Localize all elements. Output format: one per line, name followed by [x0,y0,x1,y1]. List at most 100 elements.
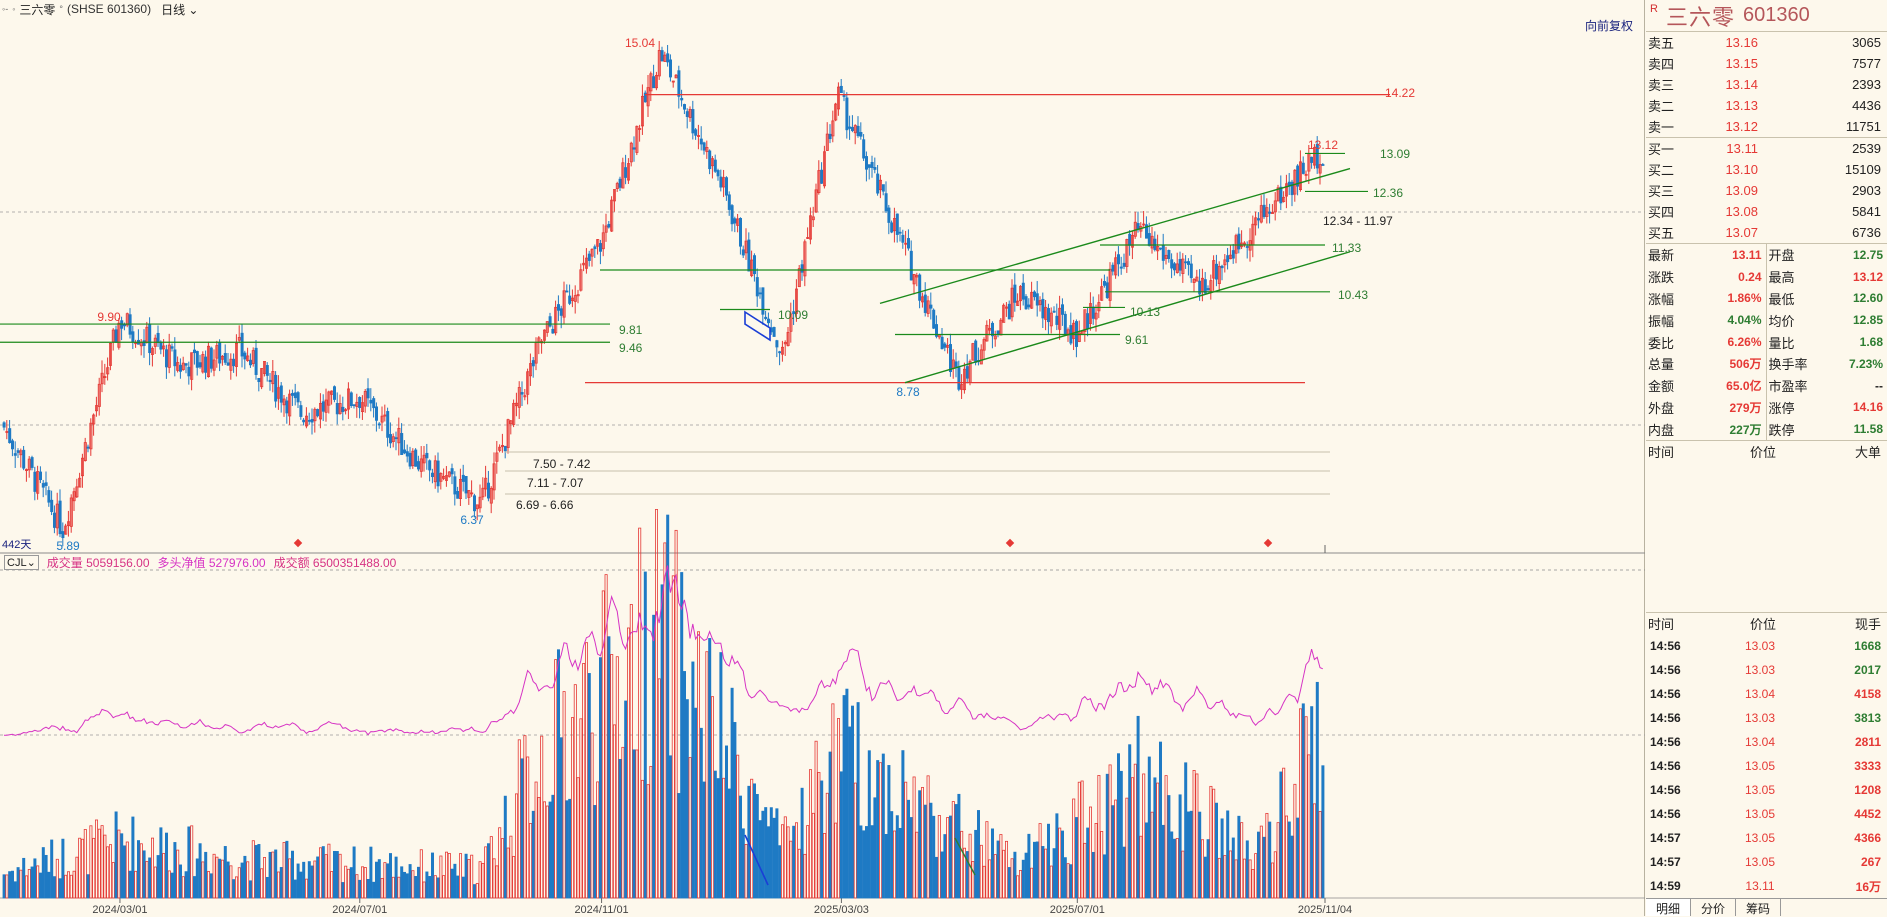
candle-body [1311,157,1313,162]
volume-bar [879,763,881,898]
volume-bar [1176,838,1178,898]
candle-body [451,469,453,474]
tick-volume: 2811 [1800,735,1881,749]
candle-body [205,357,207,372]
tick-time: 14:56 [1650,759,1720,773]
candle-body [958,368,960,390]
chevron-down-icon: ⌄ [185,3,198,17]
volume-bar [753,784,755,898]
volume-bar [529,823,531,898]
volume-bar [177,850,179,898]
volume-bar [65,875,67,898]
volume-bar [1241,823,1243,898]
tab-0[interactable]: 明细 [1646,899,1691,916]
volume-bar [294,880,296,898]
volume-bar [910,817,912,898]
candle-body [731,206,733,224]
volume-bar [851,706,853,898]
volume-bar [101,826,103,898]
volume-bar [277,872,279,898]
pin-dot-icon[interactable]: ◦ [12,4,15,14]
stat-value: 65.0亿 [1688,377,1762,394]
price-adjust-button[interactable]: 向前复权 [1582,16,1636,35]
tab-1[interactable]: 分价 [1691,899,1736,916]
tab-2[interactable]: 筹码 [1736,899,1781,916]
stat-label: 开盘 [1769,245,1817,264]
volume-bar [1137,716,1139,898]
volume-bar [583,663,585,898]
volume-bar [515,794,517,898]
volume-bar [1134,764,1136,898]
volume-bar [521,759,523,898]
candle-body [933,310,935,328]
volume-bar [356,875,358,898]
tick-time: 14:56 [1650,663,1720,677]
volume-bar [1028,834,1030,898]
indicator-selector[interactable]: CJL⌄ [4,555,39,570]
tick-price: 13.05 [1720,831,1800,845]
volume-bar [1187,812,1189,898]
volume-bar [697,632,699,898]
price-label: 5.89 [56,539,80,553]
candle-body [431,473,433,476]
volume-bar [989,860,991,898]
volume-bar [602,591,604,898]
volume-bar [185,872,187,898]
volume-bar [1014,852,1016,898]
volume-bar [560,738,562,898]
menu-dot-icon[interactable]: ◦- [2,4,8,14]
volume-bar [227,862,229,898]
period-selector[interactable]: 日线 ⌄ [161,1,198,18]
volume-bar [364,868,366,898]
volume-bar [1106,774,1108,898]
volume-bar [1101,831,1103,898]
price-label: 12.34 - 11.97 [1323,214,1393,228]
candle-body [196,351,198,367]
event-diamond [1006,539,1014,547]
price-label: 15.04 [625,36,655,50]
volume-bar [157,856,159,898]
volume-bar [1232,838,1234,898]
volume-bar [1056,814,1058,898]
volume-bar [331,872,333,898]
volume-bar [25,876,27,898]
volume-bar [700,728,702,898]
volume-bar [1025,853,1027,898]
level-label: 买一 [1648,139,1688,158]
tick-time: 14:56 [1650,807,1720,821]
candle-body [1056,316,1058,324]
volume-bar [549,802,551,898]
level-volume: 15109 [1758,162,1881,177]
volume-bar [717,779,719,898]
volume-bar [888,765,890,898]
volume-bar [1313,804,1315,898]
volume-bar [1095,823,1097,898]
volume-bar [633,750,635,898]
volume-bar [448,853,450,898]
